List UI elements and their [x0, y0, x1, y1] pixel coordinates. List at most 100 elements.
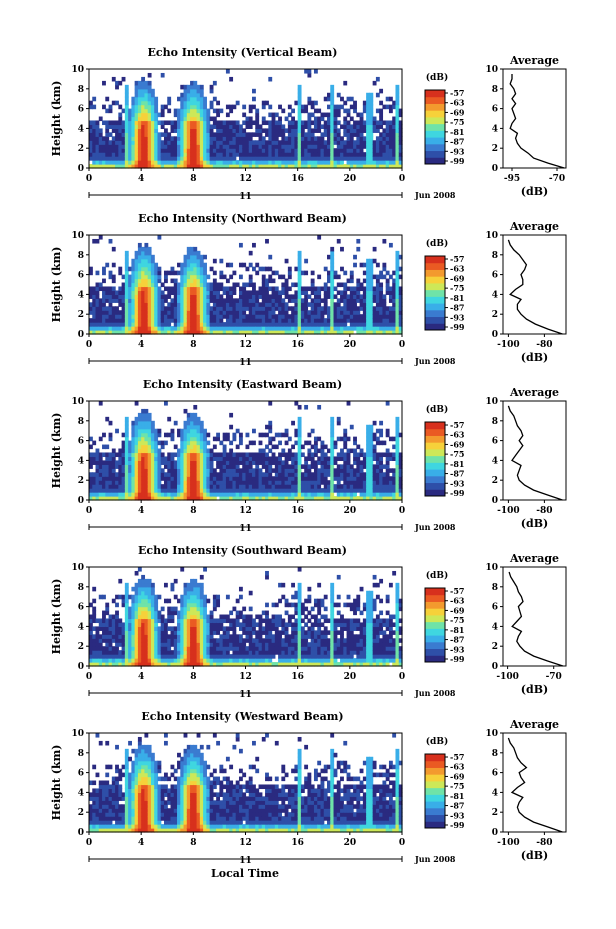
heatmap-cell: [385, 428, 390, 434]
heatmap-cell: [173, 136, 178, 141]
heatmap-cell: [216, 144, 221, 149]
heatmap-cell: [134, 290, 139, 295]
heatmap-cell: [356, 290, 361, 295]
heatmap-cell: [252, 88, 256, 94]
heatmap-cell: [307, 156, 312, 161]
heatmap-cell: [238, 286, 243, 292]
heatmap-cell: [229, 298, 234, 303]
heatmap-cell: [105, 444, 110, 450]
heatmap-cell: [379, 294, 384, 299]
heatmap-cell: [248, 456, 253, 461]
colorbar-tick-label: -75: [450, 117, 464, 127]
heatmap-cell: [111, 124, 116, 129]
heatmap-cell: [170, 290, 175, 295]
heatmap-cell: [141, 634, 146, 639]
heatmap-cell: [372, 310, 377, 315]
heatmap-cell: [98, 484, 103, 489]
colorbar: [425, 90, 445, 165]
heatmap-cell: [320, 298, 325, 303]
heatmap-cell: [147, 638, 152, 643]
heatmap-cell: [317, 128, 322, 133]
heatmap-cell: [261, 282, 266, 288]
heatmap-cell: [177, 108, 181, 114]
heatmap-cell: [297, 104, 302, 110]
colorbar-tick-label: -81: [450, 459, 464, 469]
heatmap-cell: [180, 140, 185, 145]
heatmap-cell: [137, 262, 142, 268]
heatmap-cell: [232, 310, 237, 315]
heatmap-cell: [144, 136, 149, 141]
heatmap-cell: [349, 124, 354, 129]
heatmap-cell: [274, 140, 279, 145]
heatmap-cell: [300, 444, 305, 450]
heatmap-cell: [330, 92, 335, 98]
heatmap-cell: [242, 294, 247, 299]
heatmap-cell: [105, 456, 110, 461]
heatmap-cell: [199, 262, 204, 268]
average-x-title: (dB): [521, 351, 548, 364]
heatmap-cell: [141, 92, 146, 98]
heatmap-cell: [177, 116, 181, 122]
heatmap-cell: [186, 140, 191, 145]
heatmap-cell: [359, 302, 364, 307]
heatmap-cell: [141, 84, 146, 90]
heatmap-cell: [349, 492, 354, 497]
heatmap-cell: [353, 310, 357, 315]
heatmap-cell: [203, 96, 207, 102]
heatmap-cell: [379, 476, 384, 481]
heatmap-cell: [121, 602, 126, 608]
heatmap-cell: [385, 120, 390, 126]
heatmap-cell: [366, 428, 370, 434]
heatmap-cell: [265, 424, 269, 430]
heatmap-cell: [98, 658, 103, 663]
heatmap-cell: [154, 598, 159, 604]
heatmap-cell: [98, 286, 103, 292]
heatmap-cell: [323, 152, 328, 157]
heatmap-cell: [313, 100, 318, 106]
heatmap-cell: [362, 160, 367, 165]
heatmap-cell: [268, 424, 273, 430]
heatmap-cell: [372, 480, 377, 485]
heatmap-cell: [124, 460, 129, 465]
heatmap-cell: [229, 104, 234, 110]
heatmap-cell: [395, 436, 400, 442]
heatmap-cell: [294, 476, 299, 481]
heatmap-cell: [327, 484, 331, 489]
heatmap-cell: [278, 116, 282, 122]
heatmap-cell: [111, 456, 116, 461]
heatmap-cell: [190, 306, 194, 311]
heatmap-cell: [343, 128, 348, 133]
heatmap-cell: [137, 152, 142, 157]
heatmap-cell: [160, 140, 165, 145]
heatmap-cell: [115, 614, 119, 620]
heatmap-cell: [268, 76, 273, 82]
heatmap-cell: [167, 488, 172, 493]
heatmap-cell: [150, 330, 155, 335]
heatmap-cell: [313, 69, 318, 74]
heatmap-cell: [157, 618, 162, 624]
heatmap-cell: [102, 156, 106, 161]
y-tick-label: 8: [78, 251, 84, 261]
heatmap-cell: [134, 92, 139, 98]
heatmap-cell: [353, 152, 357, 157]
heatmap-cell: [297, 452, 302, 458]
colorbar-tick-label: -63: [450, 430, 465, 440]
heatmap-cell: [278, 464, 282, 469]
heatmap-cell: [193, 310, 198, 315]
heatmap-cell: [222, 314, 227, 319]
heatmap-cell: [144, 452, 149, 458]
heatmap-cell: [206, 464, 211, 469]
heatmap-cell: [349, 318, 354, 323]
heatmap-cell: [95, 654, 100, 659]
heatmap-cell: [186, 492, 191, 497]
heatmap-cell: [379, 460, 384, 465]
heatmap-cell: [150, 484, 155, 489]
heatmap-cell: [245, 298, 250, 303]
heatmap-cell: [392, 496, 397, 501]
heatmap-cell: [134, 132, 139, 137]
heatmap-cell: [212, 290, 217, 295]
heatmap-cell: [150, 472, 155, 477]
heatmap-cell: [157, 626, 162, 631]
heatmap-cell: [330, 416, 335, 422]
heatmap-cell: [366, 476, 370, 481]
